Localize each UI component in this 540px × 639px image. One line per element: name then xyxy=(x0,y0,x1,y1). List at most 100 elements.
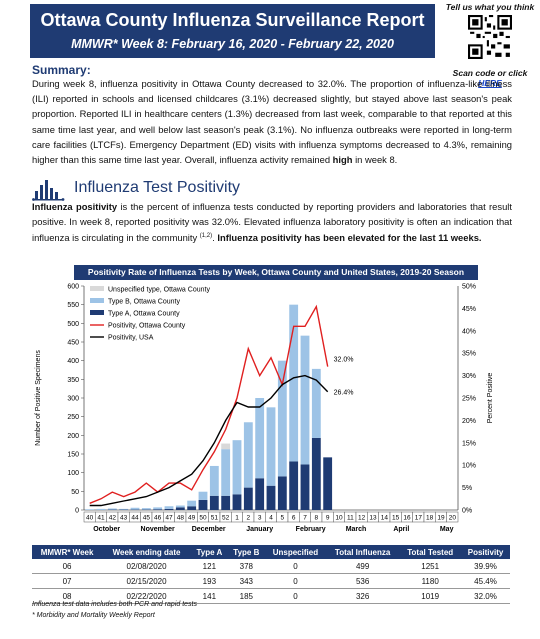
y-tick-label: 450 xyxy=(67,340,79,347)
section-title: Influenza Test Positivity xyxy=(74,179,241,196)
y-tick-label: 550 xyxy=(67,302,79,309)
y-tick-label: 600 xyxy=(67,284,79,291)
y2-tick-label: 45% xyxy=(462,306,476,313)
x-tick-label: 42 xyxy=(109,515,117,522)
x-tick-label: 7 xyxy=(303,515,307,522)
x-tick-label: 3 xyxy=(258,515,262,522)
bar-segment xyxy=(85,509,95,510)
summary-body: During week 8, influenza positivity in O… xyxy=(32,78,512,166)
table-cell: 08 xyxy=(32,588,103,604)
table-cell: 45.4% xyxy=(461,573,510,589)
table-cell: 32.0% xyxy=(461,588,510,604)
bar-segment xyxy=(243,487,253,510)
col-header: Week ending date xyxy=(102,545,191,559)
feedback-prompt: Tell us what you think xyxy=(445,2,535,12)
summary-activity-level: high xyxy=(332,154,353,166)
positivity-ottawa-line xyxy=(89,304,329,504)
table-cell: 185 xyxy=(227,588,265,604)
bar-segment xyxy=(311,368,321,438)
report-subtitle: MMWR* Week 8: February 16, 2020 - Februa… xyxy=(71,37,394,51)
bar-segment xyxy=(243,422,253,488)
summary-tail: in week 8. xyxy=(352,154,398,166)
bar-segment xyxy=(209,495,219,510)
month-label: March xyxy=(346,526,367,533)
table-cell: 1251 xyxy=(399,559,462,574)
month-label: February xyxy=(296,526,326,533)
x-tick-label: 50 xyxy=(199,515,207,522)
x-tick-label: 47 xyxy=(165,515,173,522)
x-tick-label: 4 xyxy=(269,515,273,522)
positivity-text: Influenza positivity is the percent of i… xyxy=(32,199,512,246)
bar-segment xyxy=(266,485,276,510)
table-cell: 499 xyxy=(325,559,400,574)
col-header: Type A xyxy=(190,545,228,559)
bar-segment xyxy=(153,509,163,510)
y2-tick-label: 25% xyxy=(462,396,476,403)
legend-label: Type A, Ottawa County xyxy=(108,311,180,318)
bar-segment xyxy=(289,304,299,462)
x-tick-label: 14 xyxy=(381,515,389,522)
positivity-conclusion: Influenza positivity has been elevated f… xyxy=(217,232,482,244)
table-cell: 121 xyxy=(190,559,228,574)
bar-segment xyxy=(277,476,287,510)
col-header: MMWR* Week xyxy=(32,545,103,559)
bar-segment xyxy=(198,491,208,500)
feedback-scan: Scan code or click HERE xyxy=(442,68,538,88)
bar-segment xyxy=(266,407,276,486)
table-cell: 0 xyxy=(264,588,326,604)
y2-tick-label: 35% xyxy=(462,351,476,358)
x-tick-label: 16 xyxy=(403,515,411,522)
legend-label: Positivity, Ottawa County xyxy=(108,323,186,330)
bar-segment xyxy=(255,478,265,510)
table-cell: 02/15/2020 xyxy=(102,573,191,589)
feedback-link[interactable]: HERE xyxy=(478,78,502,88)
legend-swatch xyxy=(90,298,104,303)
x-tick-label: 6 xyxy=(292,515,296,522)
x-tick-label: 49 xyxy=(188,515,196,522)
y-tick-label: 400 xyxy=(67,358,79,365)
bar-segment xyxy=(187,500,197,507)
qr-code-icon[interactable] xyxy=(468,15,512,59)
bar-segment xyxy=(187,506,197,510)
x-tick-label: 52 xyxy=(222,515,230,522)
bar-segment xyxy=(221,449,231,496)
chart-title: Positivity Rate of Influenza Tests by We… xyxy=(74,265,478,280)
table-cell: 536 xyxy=(325,573,400,589)
x-tick-box xyxy=(446,511,459,523)
x-tick-label: 15 xyxy=(392,515,400,522)
report-title: Ottawa County Influenza Surveillance Rep… xyxy=(40,10,425,30)
bar-segment xyxy=(277,360,287,477)
legend-label: Positivity, USA xyxy=(108,335,154,342)
x-tick-label: 9 xyxy=(326,515,330,522)
x-tick-label: 40 xyxy=(86,515,94,522)
x-tick-label: 8 xyxy=(315,515,319,522)
footnote-mmwr: * Morbidity and Mortality Weekly Report xyxy=(32,612,155,619)
table-cell: 0 xyxy=(264,573,326,589)
y-tick-label: 0 xyxy=(75,508,79,515)
table-cell: 1019 xyxy=(399,588,462,604)
y-tick-label: 250 xyxy=(67,414,79,421)
positivity-ref: (1,2) xyxy=(199,233,213,240)
bar-segment xyxy=(175,507,185,510)
legend-swatch xyxy=(90,310,104,315)
x-tick-label: 51 xyxy=(211,515,219,522)
bar-segment xyxy=(300,335,310,465)
bar-segment xyxy=(153,507,163,510)
bar-segment xyxy=(232,494,242,510)
table-cell: 343 xyxy=(227,573,265,589)
table-cell: 326 xyxy=(325,588,400,604)
table-cell: 193 xyxy=(190,573,228,589)
x-tick-label: 48 xyxy=(177,515,185,522)
x-tick-label: 10 xyxy=(335,515,343,522)
footnote-tests: Influenza test data includes both PCR an… xyxy=(32,601,197,608)
y2-tick-label: 15% xyxy=(462,440,476,447)
summary-heading: Summary: xyxy=(32,63,91,77)
x-tick-label: 13 xyxy=(369,515,377,522)
positivity-body: is the percent of influenza tests conduc… xyxy=(32,201,512,244)
x-tick-label: 1 xyxy=(235,515,239,522)
scan-text: Scan code or click xyxy=(452,68,528,78)
x-tick-label: 41 xyxy=(97,515,105,522)
y-tick-label: 500 xyxy=(67,321,79,328)
table-row: 06 02/08/2020 121 378 0 499 1251 39.9% xyxy=(32,559,510,574)
bar-segment xyxy=(323,457,333,510)
